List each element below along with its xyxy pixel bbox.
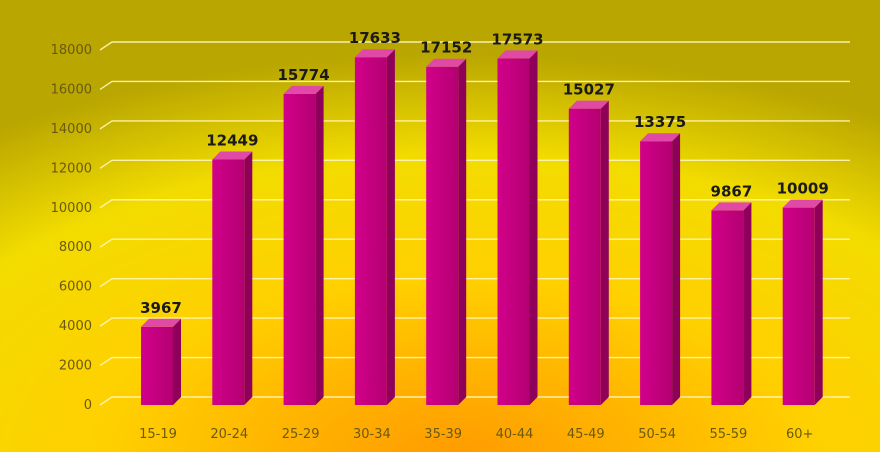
bar-front: [640, 141, 673, 405]
x-tick-label: 40-44: [496, 427, 534, 442]
bar-front: [426, 66, 459, 406]
bar: [212, 151, 253, 405]
bars: [141, 49, 823, 406]
data-labels: 3967 12449 15774 17633 17152 17573 15027 13375 9…: [140, 29, 829, 317]
bar-side: [743, 202, 752, 405]
bar-top: [782, 199, 823, 208]
bar-front: [283, 93, 316, 405]
bar-top: [497, 50, 538, 59]
bar: [426, 58, 467, 406]
bar: [354, 49, 395, 405]
y-tick-label: 14000: [51, 122, 92, 137]
x-tick-label: 55-59: [710, 427, 748, 442]
data-label: 3967: [140, 299, 182, 317]
bar: [782, 199, 823, 405]
bar-side: [244, 151, 253, 405]
bar-front: [141, 326, 173, 405]
bar-top: [141, 318, 181, 327]
bar-top: [354, 49, 395, 58]
y-tick-label: 10000: [51, 201, 92, 216]
bar-front: [568, 108, 601, 406]
bar-side: [173, 318, 181, 405]
bar-side: [600, 100, 609, 406]
gridline: [99, 80, 850, 91]
bar: [497, 50, 538, 406]
x-tick-label: 15-19: [139, 427, 177, 442]
y-tick-label: 0: [84, 398, 92, 413]
bar-top: [640, 133, 681, 142]
data-label: 12449: [206, 131, 258, 149]
data-label: 17152: [420, 39, 472, 57]
bar-side: [315, 85, 324, 405]
y-tick-label: 6000: [59, 280, 92, 295]
bar-side: [672, 133, 681, 405]
bar-side: [814, 199, 823, 405]
x-tick-label: 25-29: [282, 427, 320, 442]
bar-top: [711, 202, 752, 211]
y-tick-label: 16000: [51, 82, 92, 97]
y-tick-label: 8000: [59, 240, 92, 255]
data-label: 10009: [777, 180, 829, 198]
x-tick-label: 30-34: [353, 427, 391, 442]
x-tick-label: 35-39: [424, 427, 462, 442]
y-tick-label: 2000: [59, 359, 92, 374]
y-tick-label: 12000: [51, 161, 92, 176]
bar: [141, 318, 181, 405]
x-tick-label: 50-54: [638, 427, 676, 442]
bar: [283, 85, 324, 405]
bar-front: [212, 159, 245, 405]
data-label: 15774: [278, 66, 330, 84]
y-tick-label: 18000: [51, 43, 92, 58]
data-label: 9867: [711, 182, 753, 200]
bar-front: [354, 57, 387, 405]
x-tick-label: 45-49: [567, 427, 605, 442]
y-tick-label: 4000: [59, 319, 92, 334]
bar-top: [568, 100, 609, 109]
bar: [568, 100, 609, 406]
bar-front: [711, 210, 744, 405]
y-axis-ticks: 0 2000 4000 6000 8000 10000 12000 14000 16000 180…: [51, 43, 92, 413]
data-label: 13375: [634, 113, 686, 131]
bar-top: [283, 85, 324, 94]
data-label: 15027: [563, 81, 615, 99]
bar-side: [386, 49, 395, 405]
x-tick-label: 60+: [786, 427, 813, 442]
data-label: 17573: [491, 30, 543, 48]
x-tick-label: 20-24: [210, 427, 248, 442]
bar-side: [458, 58, 467, 405]
gridline: [99, 41, 850, 51]
bar-top: [426, 58, 467, 67]
x-axis-ticks: 15-19 20-24 25-29 30-34 35-39 40-44 45-49 50-54…: [139, 427, 813, 442]
bar: [711, 202, 752, 405]
data-label: 17633: [349, 29, 401, 47]
bar-top: [212, 151, 253, 160]
bar-side: [529, 50, 538, 406]
bar-front: [782, 207, 815, 405]
bar-front: [497, 58, 530, 406]
bar: [640, 133, 681, 405]
